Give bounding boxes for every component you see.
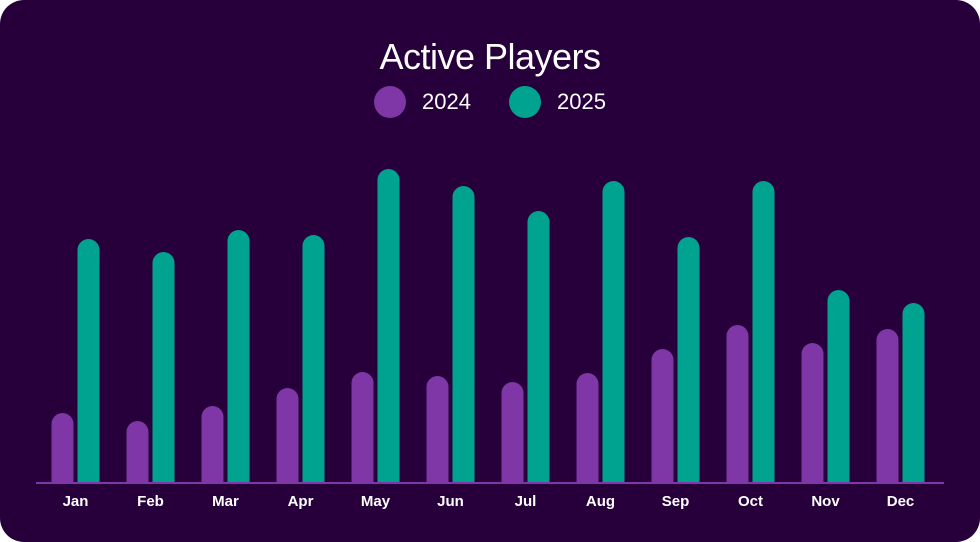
bar-2024-dec [876,329,899,483]
chart-legend: 2024 2025 [0,86,980,118]
bar-2024-nov [801,343,824,483]
x-tick-oct: Oct [738,493,763,510]
chart-title: Active Players [379,36,601,77]
x-tick-dec: Dec [887,493,915,510]
bar-2024-apr [276,388,299,483]
bar-2025-dec [902,303,925,483]
bar-2024-may [351,372,374,483]
bar-2025-jan [77,239,100,483]
bar-2025-jun [452,186,475,484]
bar-2025-oct [752,181,775,483]
bar-2025-nov [827,290,850,483]
bar-2025-apr [302,235,325,483]
x-tick-feb: Feb [137,493,164,510]
x-tick-may: May [361,493,391,510]
legend-swatch-2024 [374,86,407,118]
bar-2024-aug [576,373,599,483]
bar-2025-feb [152,252,175,483]
bar-2025-aug [602,181,625,483]
bar-2024-sep [651,349,674,483]
bars-group [51,169,925,484]
bar-2025-mar [227,230,250,483]
bar-2024-jun [426,376,449,483]
legend-swatch-2025 [509,86,541,118]
bar-2024-jan [51,413,74,483]
x-tick-aug: Aug [586,493,615,510]
x-tick-jun: Jun [437,493,464,510]
bar-2024-oct [726,325,749,483]
x-tick-sep: Sep [662,493,690,510]
x-tick-labels: Jan Feb Mar Apr May Jun Jul Aug Sep Oct Nov Dec [63,493,915,510]
bar-2024-mar [201,406,224,483]
bar-2025-jul [527,211,550,483]
bar-2024-jul [501,382,524,483]
legend-item-2025: 2025 [509,86,606,118]
x-tick-jul: Jul [515,493,537,510]
bar-2025-may [377,169,400,483]
x-tick-jan: Jan [63,493,89,510]
legend-item-2024: 2024 [374,86,471,118]
x-tick-mar: Mar [212,493,239,510]
x-tick-apr: Apr [288,493,314,510]
legend-label-2025: 2025 [557,89,606,114]
bar-2025-sep [677,237,700,483]
bar-2024-feb [126,421,149,483]
x-tick-nov: Nov [811,493,840,510]
legend-label-2024: 2024 [422,89,471,114]
